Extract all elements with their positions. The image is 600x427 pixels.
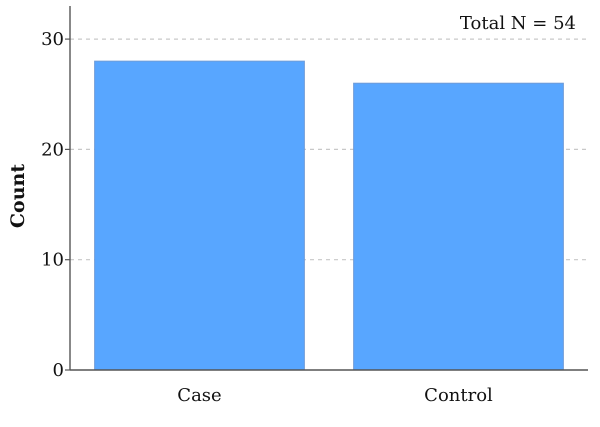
grid-lines (70, 38, 588, 261)
y-axis-ticks: 0 10 20 30 (41, 29, 70, 381)
bar-control (353, 82, 564, 371)
y-tick-label-30: 30 (41, 29, 64, 50)
bars (94, 60, 564, 371)
y-axis-title: Count (7, 164, 29, 228)
x-axis-categories: Case Control (177, 385, 493, 406)
axes (69, 6, 588, 371)
bar-case (94, 60, 305, 371)
y-tick-label-0: 0 (53, 360, 64, 381)
x-category-label-case: Case (177, 385, 221, 406)
y-tick-label-10: 10 (41, 250, 64, 271)
total-n-annotation: Total N = 54 (460, 13, 576, 34)
y-tick-label-20: 20 (41, 139, 64, 160)
x-category-label-control: Control (424, 385, 493, 406)
